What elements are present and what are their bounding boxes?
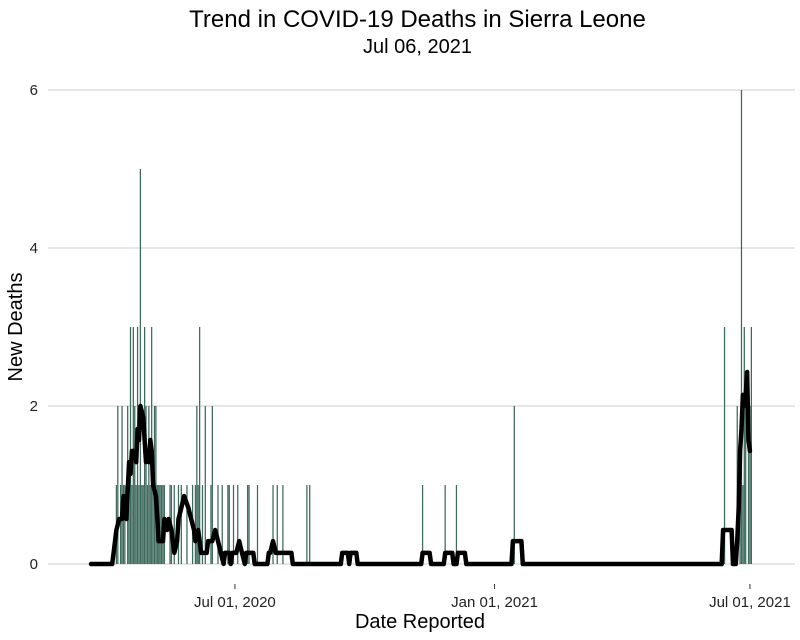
bar <box>211 406 213 564</box>
bar <box>444 485 446 564</box>
bar <box>152 485 154 564</box>
chart-title: Trend in COVID-19 Deaths in Sierra Leone <box>189 6 646 33</box>
x-tick-label: Jul 01, 2020 <box>194 594 276 611</box>
bar <box>740 90 743 564</box>
bar <box>237 485 239 564</box>
bar <box>134 406 136 564</box>
bar <box>180 485 182 564</box>
bar <box>455 485 458 564</box>
bar <box>309 485 311 564</box>
bar <box>256 485 259 564</box>
bar <box>282 485 284 564</box>
bar <box>221 485 223 564</box>
bar <box>742 485 744 564</box>
chart-subtitle: Jul 06, 2021 <box>363 36 472 58</box>
y-tick-label: 6 <box>30 82 38 99</box>
bar <box>145 406 147 564</box>
bar <box>745 406 747 564</box>
y-tick-label: 0 <box>30 556 38 573</box>
bar <box>146 485 149 564</box>
bar <box>129 327 132 564</box>
bar <box>128 485 130 564</box>
bar <box>159 485 161 564</box>
bar <box>139 169 142 564</box>
y-tick-label: 4 <box>30 240 38 257</box>
bar <box>276 485 278 564</box>
bar <box>197 485 199 564</box>
bar <box>743 327 745 564</box>
bar <box>421 485 424 564</box>
bar <box>246 485 249 564</box>
bar <box>272 485 274 564</box>
bar <box>155 406 157 564</box>
bar <box>173 485 175 564</box>
trend-line <box>88 369 753 567</box>
bar <box>723 327 726 564</box>
bar <box>119 485 122 564</box>
bar <box>186 485 188 564</box>
bar <box>217 485 219 564</box>
bar <box>141 485 143 564</box>
bar <box>747 406 750 564</box>
trend-series <box>88 369 753 567</box>
bar <box>196 406 198 564</box>
bar <box>117 406 119 564</box>
bar <box>210 485 212 564</box>
bar <box>149 485 151 564</box>
bar <box>135 485 137 564</box>
bar <box>194 485 197 564</box>
x-axis-title: Date Reported <box>355 611 485 633</box>
bar <box>204 406 206 564</box>
bar <box>248 485 250 564</box>
bar <box>513 406 515 564</box>
bar <box>160 485 163 564</box>
bar <box>121 406 123 564</box>
bar <box>199 327 201 564</box>
bar <box>228 485 230 564</box>
bar <box>131 485 133 564</box>
bar <box>201 485 204 564</box>
y-tick-label: 2 <box>30 398 38 415</box>
y-axis-title: New Deaths <box>5 273 27 382</box>
x-tick-label: Jan 01, 2021 <box>451 594 538 611</box>
axes: 0 2 4 6 Jul 01, 2020 Jan 01, 2021 Jul 01, 2021 <box>30 82 791 611</box>
x-tick-label: Jul 01, 2021 <box>709 594 791 611</box>
bar <box>142 485 144 564</box>
bar <box>749 406 751 564</box>
bar <box>227 485 229 564</box>
bar <box>122 485 125 564</box>
bar <box>138 485 140 564</box>
bar <box>124 485 126 564</box>
bar <box>148 406 150 564</box>
bar <box>132 327 134 564</box>
bar <box>306 485 308 564</box>
bar <box>232 485 235 564</box>
bar-series <box>115 90 752 564</box>
